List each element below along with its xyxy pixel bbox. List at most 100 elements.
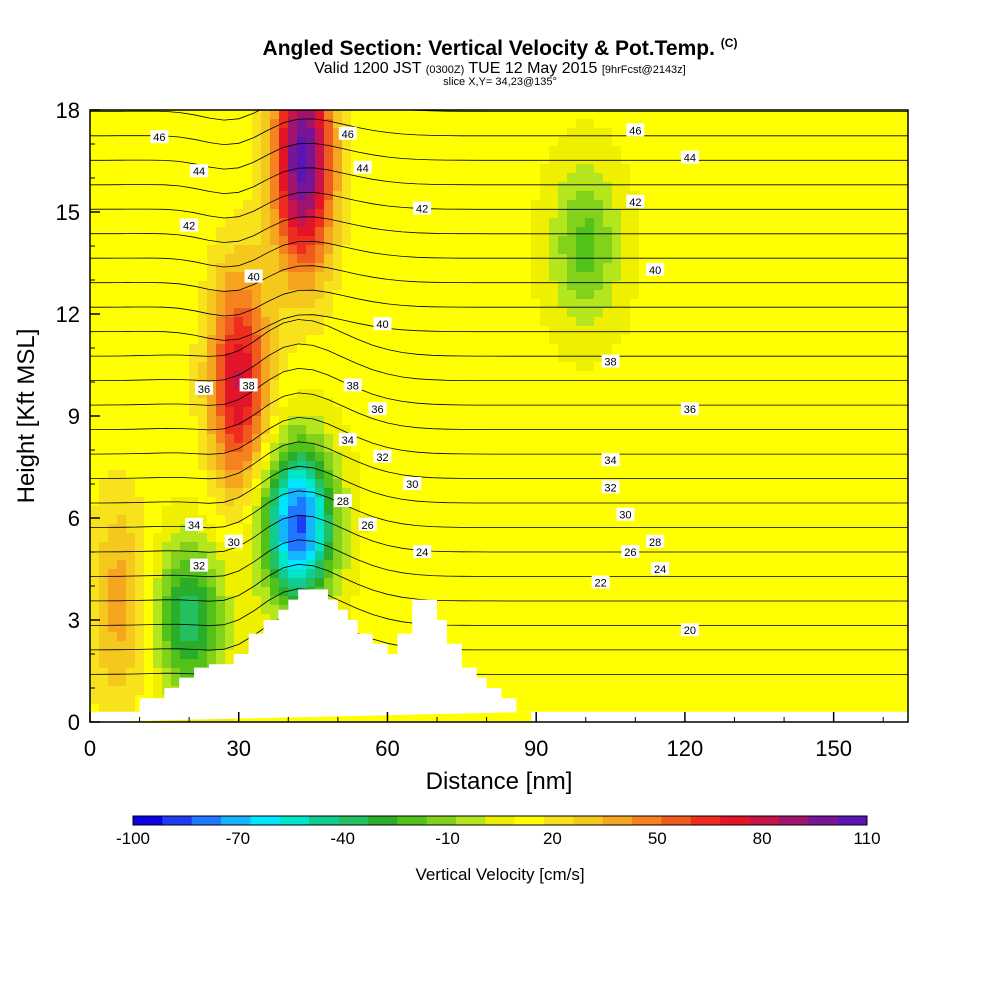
field-cell [351,515,361,525]
field-cell [720,164,730,174]
field-cell [666,110,676,120]
field-cell [621,578,631,588]
field-cell [225,605,235,615]
field-cell [369,272,379,282]
field-cell [459,326,469,336]
field-cell [207,371,217,381]
field-cell [162,164,172,174]
field-cell [153,164,163,174]
field-cell [108,209,118,219]
field-cell [297,272,307,282]
field-cell [279,164,289,174]
field-cell [675,173,685,183]
field-cell [171,281,181,291]
field-cell [153,596,163,606]
field-cell [639,164,649,174]
field-cell [684,443,694,453]
field-cell [504,137,514,147]
field-cell [603,533,613,543]
field-cell [414,713,424,722]
field-cell [333,407,343,417]
field-cell [558,227,568,237]
field-cell [576,587,586,597]
field-cell [297,335,307,345]
field-cell [603,677,613,687]
field-cell [153,524,163,534]
field-cell [270,362,280,372]
field-cell [189,290,199,300]
field-cell [171,263,181,273]
field-cell [720,623,730,633]
field-cell [648,299,658,309]
field-cell [486,488,496,498]
field-cell [594,344,604,354]
field-cell [90,146,100,156]
field-cell [153,263,163,273]
field-cell [576,335,586,345]
field-cell [450,110,460,120]
field-cell [486,560,496,570]
field-cell [126,488,136,498]
field-cell [531,182,541,192]
field-cell [189,380,199,390]
field-cell [666,389,676,399]
field-cell [558,416,568,426]
field-cell [441,209,451,219]
field-cell [414,470,424,480]
field-cell [369,605,379,615]
field-cell [297,299,307,309]
field-cell [459,191,469,201]
field-cell [675,110,685,120]
field-cell [549,461,559,471]
field-cell [153,488,163,498]
field-cell [648,326,658,336]
field-cell [315,380,325,390]
field-cell [648,524,658,534]
field-cell [702,452,712,462]
field-cell [567,164,577,174]
field-cell [648,290,658,300]
field-cell [108,434,118,444]
field-cell [585,533,595,543]
field-cell [252,542,262,552]
field-cell [531,434,541,444]
field-cell [171,650,181,660]
field-cell [549,569,559,579]
field-cell [558,389,568,399]
field-cell [648,668,658,678]
field-cell [486,191,496,201]
field-cell [324,425,334,435]
field-cell [747,353,757,363]
field-cell [261,164,271,174]
field-cell [117,659,127,669]
field-cell [324,272,334,282]
field-cell [585,191,595,201]
field-cell [486,506,496,516]
field-cell [423,353,433,363]
field-cell [117,227,127,237]
field-cell [198,542,208,552]
field-cell [162,146,172,156]
field-cell [675,551,685,561]
field-cell [369,281,379,291]
field-cell [504,245,514,255]
field-cell [522,128,532,138]
field-cell [351,425,361,435]
field-cell [594,533,604,543]
field-cell [666,632,676,642]
field-cell [162,668,172,678]
field-cell [288,290,298,300]
field-cell [486,254,496,264]
field-cell [450,290,460,300]
field-cell [396,245,406,255]
field-cell [315,713,325,722]
field-cell [711,443,721,453]
field-cell [504,407,514,417]
field-cell [360,488,370,498]
field-cell [378,605,388,615]
field-cell [117,443,127,453]
field-cell [261,344,271,354]
field-cell [225,407,235,417]
field-cell [90,308,100,318]
field-cell [504,614,514,624]
